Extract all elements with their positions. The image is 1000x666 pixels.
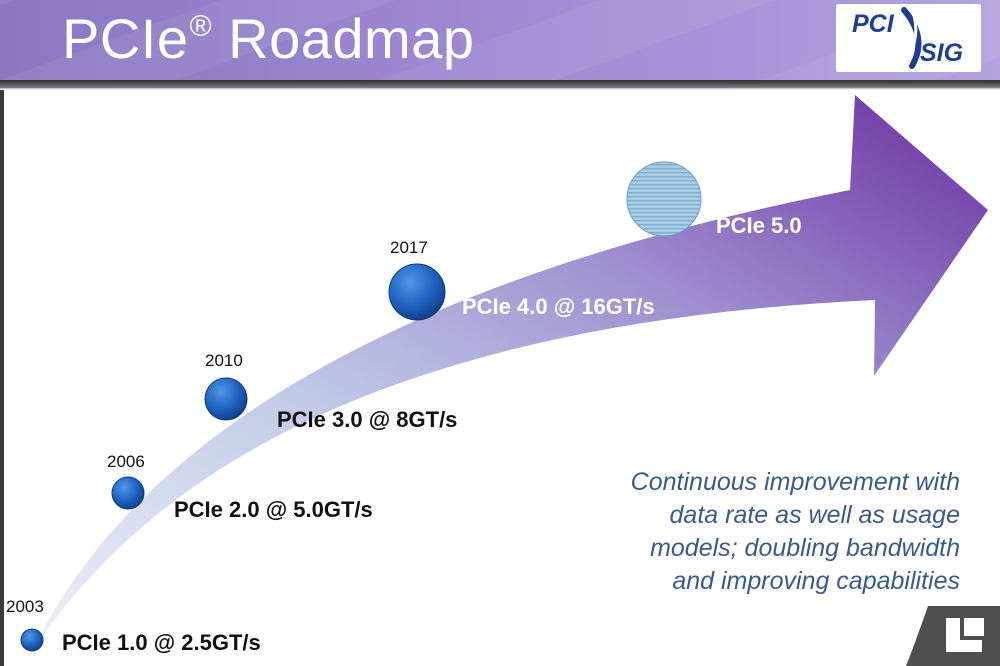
note-line: and improving capabilities xyxy=(672,567,960,595)
improvement-note: Continuous improvement with data rate as… xyxy=(560,466,960,598)
logo-sig-text: SIG xyxy=(920,39,963,67)
left-border xyxy=(0,90,4,666)
corner-watermark-logo xyxy=(906,606,1000,666)
title-banner: PCIe® Roadmap PCI SIG xyxy=(0,0,1000,88)
year-2017: 2017 xyxy=(390,238,428,257)
node-2006 xyxy=(111,476,145,510)
node-2017 xyxy=(388,263,446,321)
label-pcie-4: PCIe 4.0 @ 16GT/s xyxy=(462,294,655,319)
label-pcie-2: PCIe 2.0 @ 5.0GT/s xyxy=(174,497,373,522)
label-pcie-5: PCIe 5.0 xyxy=(716,213,802,238)
node-2010 xyxy=(204,377,248,421)
note-line: models; doubling bandwidth xyxy=(650,534,960,562)
note-line: data rate as well as usage xyxy=(669,501,960,529)
year-2010: 2010 xyxy=(205,351,243,370)
label-pcie-3: PCIe 3.0 @ 8GT/s xyxy=(277,407,458,432)
node-2003 xyxy=(20,628,44,652)
year-2006: 2006 xyxy=(107,452,145,471)
logo-pci-text: PCI xyxy=(852,10,895,38)
page-title: PCIe® Roadmap xyxy=(62,7,475,70)
note-line: Continuous improvement with xyxy=(630,468,960,496)
label-pcie-1: PCIe 1.0 @ 2.5GT/s xyxy=(62,630,261,655)
pci-sig-logo: PCI SIG xyxy=(836,4,981,72)
arrow-shape xyxy=(30,95,988,655)
year-2003: 2003 xyxy=(6,597,44,616)
banner-shadow xyxy=(0,80,1000,90)
node-pcie5 xyxy=(626,161,702,237)
